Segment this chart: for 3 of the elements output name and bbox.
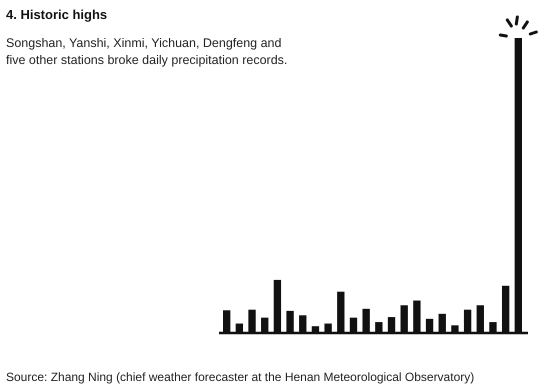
source-note: Source: Zhang Ning (chief weather forecaster at the Henan Meteorological Observatory)	[6, 370, 474, 384]
text: 4. Historic highs	[6, 7, 108, 22]
text: Songshan, Yanshi, Xinmi, Yichuan, Dengfeng and five other stations broke daily precipitation records.	[6, 36, 288, 67]
